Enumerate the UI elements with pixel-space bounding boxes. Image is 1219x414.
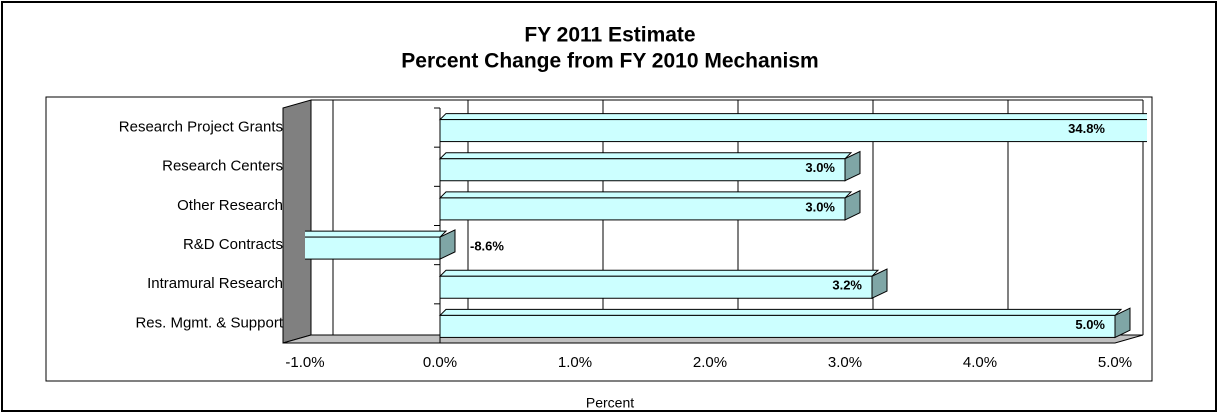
bar-side: [439, 229, 456, 260]
bar: [439, 314, 1116, 338]
bar-top: [438, 191, 853, 199]
y-tick-label: Research Project Grants: [119, 119, 283, 136]
bar-side: [844, 150, 861, 182]
x-axis-label: Percent: [586, 395, 634, 411]
x-tick-label: 2.0%: [693, 354, 727, 371]
data-label: -8.6%: [470, 239, 504, 254]
bar-top: [305, 230, 448, 238]
x-tick-label: -1.0%: [285, 354, 324, 371]
x-tick-label: 1.0%: [558, 354, 592, 371]
y-tick-label: Other Research: [177, 197, 283, 214]
bar-top: [438, 152, 853, 160]
chart-subtitle: Percent Change from FY 2010 Mechanism: [401, 50, 818, 73]
x-tick-label: 0.0%: [423, 354, 457, 371]
left-wall: [282, 99, 312, 344]
bar-top: [438, 113, 1147, 121]
y-tick-label: Intramural Research: [147, 275, 283, 292]
data-label: 3.0%: [805, 160, 835, 175]
bar-top: [438, 308, 1123, 316]
x-tick-label: 5.0%: [1098, 354, 1132, 371]
bar-side: [871, 268, 888, 300]
bar: [439, 158, 846, 182]
data-label: 3.2%: [832, 278, 862, 293]
bar: [439, 275, 873, 299]
y-tick-label: R&D Contracts: [183, 236, 283, 253]
data-label: 3.0%: [805, 199, 835, 214]
chart-title: FY 2011 Estimate: [524, 24, 695, 47]
x-tick-label: 4.0%: [963, 354, 997, 371]
bars: [305, 113, 1147, 339]
y-tick-label: Research Centers: [162, 158, 283, 175]
bar-top: [438, 269, 880, 277]
x-tick-label: 3.0%: [828, 354, 862, 371]
y-tick-label: Res. Mgmt. & Support: [135, 314, 283, 331]
data-label: 5.0%: [1075, 317, 1105, 332]
bar: [439, 197, 846, 221]
bar: [439, 119, 1147, 143]
bar-side: [844, 189, 861, 221]
data-label: 34.8%: [1068, 121, 1105, 136]
bar-side: [1114, 307, 1131, 339]
